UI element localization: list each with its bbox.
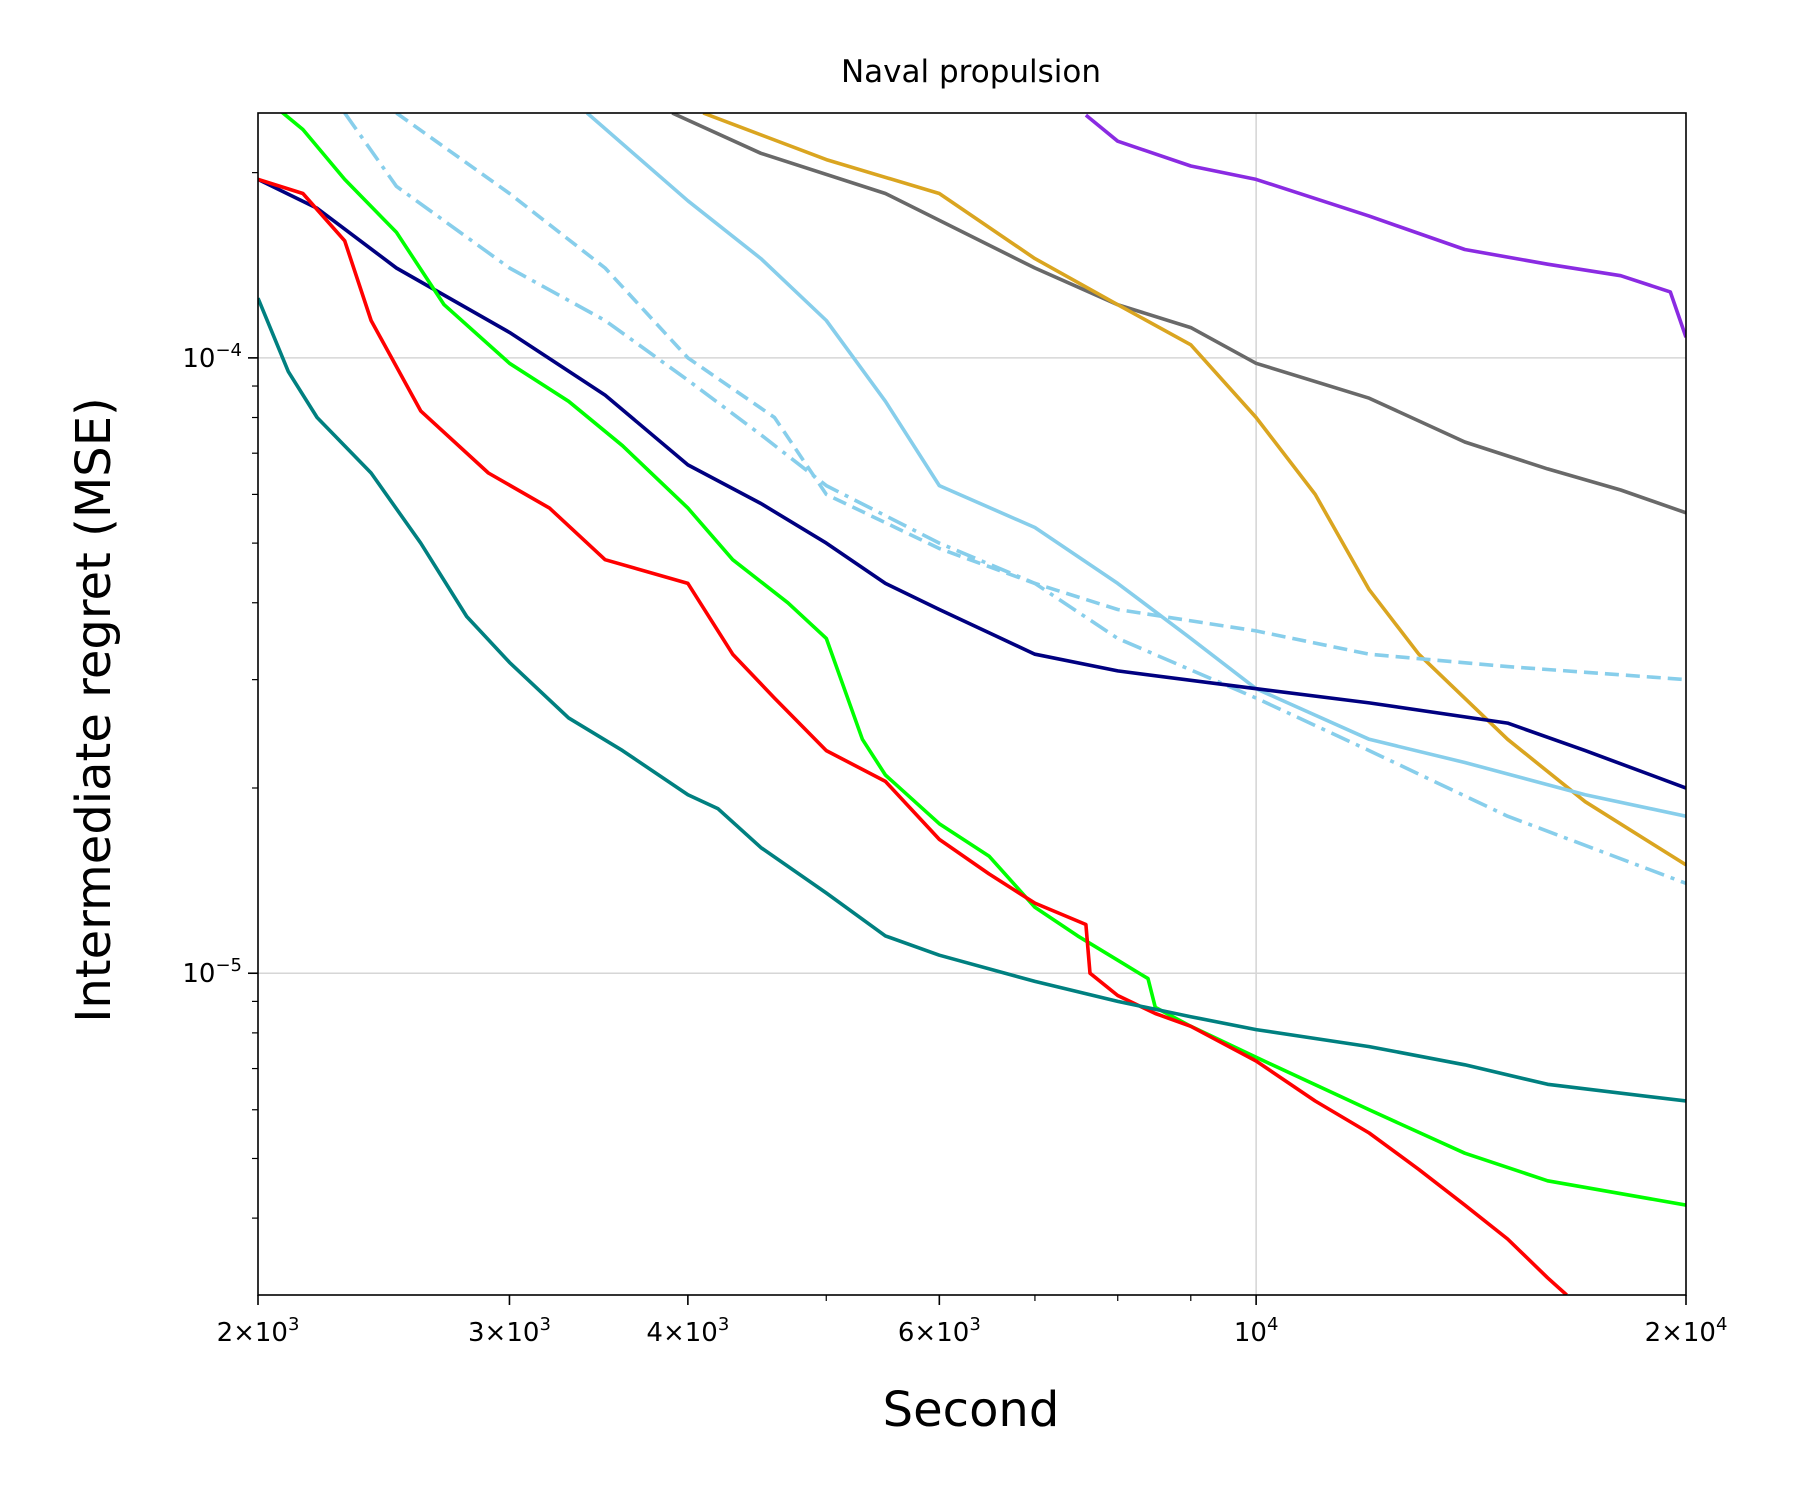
series-line-skyblue-dashdot <box>343 113 1686 885</box>
grid <box>258 113 1686 1295</box>
x-tick-label: 4×103 <box>646 1314 729 1348</box>
series-line-teal <box>258 297 1686 1103</box>
x-tick-label: 3×103 <box>468 1314 551 1348</box>
series-line-skyblue-solid <box>585 113 1686 818</box>
chart-title: Naval propulsion <box>841 54 1101 90</box>
series-line-grey <box>671 113 1686 515</box>
y-tick-label: 10−4 <box>182 340 242 374</box>
series-line-lime <box>280 113 1686 1207</box>
y-tick-label: 10−5 <box>182 955 242 989</box>
x-tick-label: 6×103 <box>898 1314 981 1348</box>
x-tick-label: 104 <box>1234 1314 1279 1348</box>
axis-ticks <box>248 172 1687 1305</box>
series-line-skyblue-dashed <box>395 113 1686 682</box>
x-axis-label: Second <box>883 1382 1060 1438</box>
series-line-red <box>258 177 1568 1295</box>
y-axis-label: Intermediate regret (MSE) <box>66 397 122 1023</box>
series-line-purple <box>1084 113 1686 338</box>
series-line-goldenrod <box>702 113 1686 867</box>
series-line-navy <box>258 177 1686 790</box>
axis-tick-labels: 2×103 3×103 4×103 6×103 104 2×104 10−4 10−5 <box>182 340 1727 1348</box>
x-tick-label: 2×103 <box>217 1314 300 1348</box>
series-lines <box>258 113 1686 1295</box>
plot-frame <box>257 112 1687 1296</box>
x-tick-label: 2×104 <box>1645 1314 1728 1348</box>
